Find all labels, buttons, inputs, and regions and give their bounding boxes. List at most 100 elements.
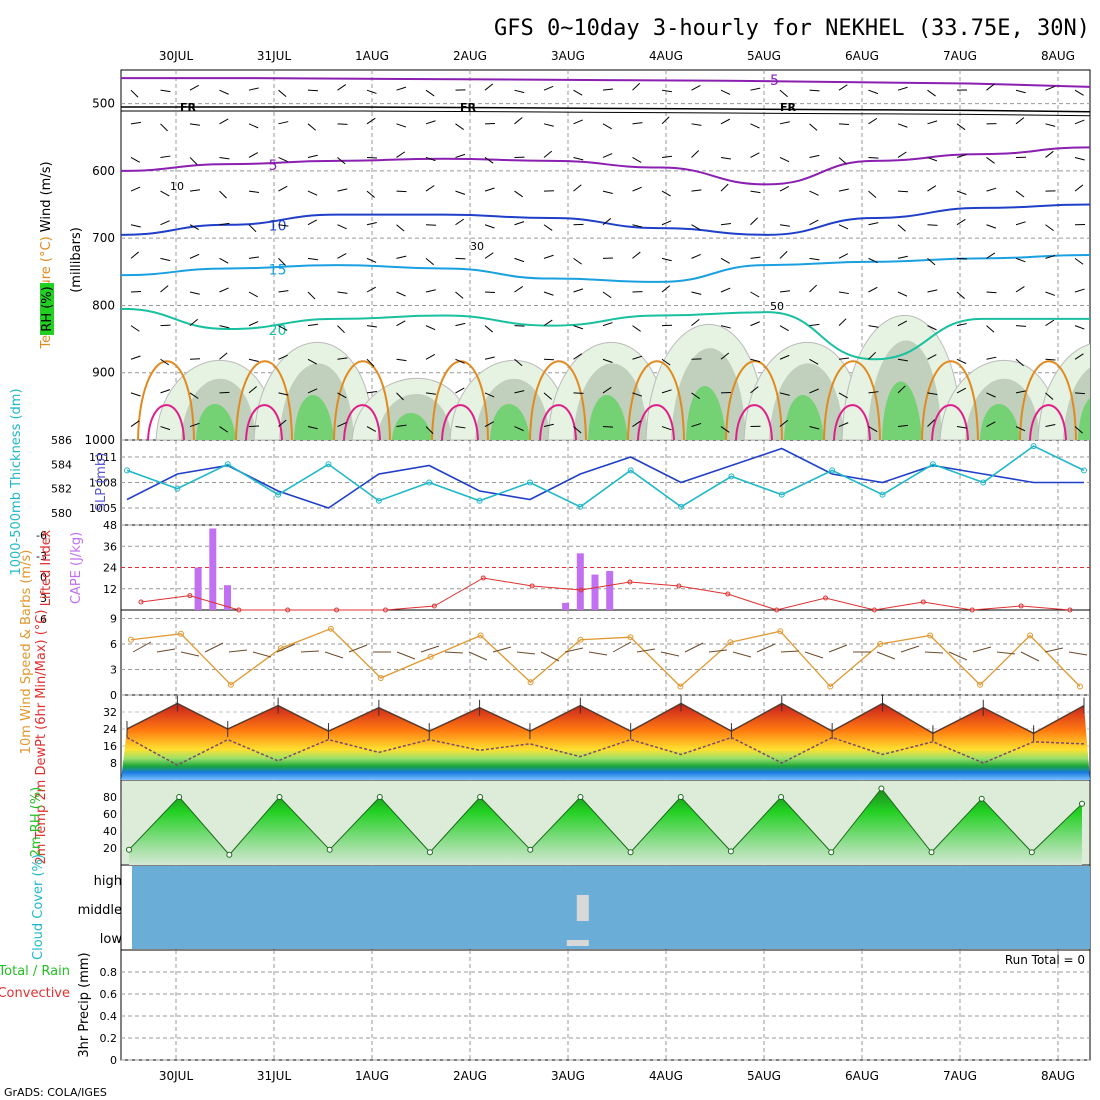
wind-speed-line	[130, 627, 1081, 688]
wind-barb	[661, 358, 671, 366]
ytick-rh: 60	[103, 808, 117, 821]
wind-barb	[219, 118, 229, 125]
wind-barb	[484, 187, 495, 192]
isotherm-25-bump	[1019, 360, 1077, 440]
ytick-lifted: -6	[36, 529, 47, 542]
wind-barb	[661, 389, 672, 394]
wind-barb	[219, 190, 227, 199]
ytick-slp: 1008	[89, 477, 117, 490]
wind-barb	[986, 291, 997, 294]
rh-point	[677, 794, 684, 800]
wind-barb-10m	[420, 645, 440, 653]
wind-barb	[956, 387, 967, 394]
wind-speed-point	[927, 632, 934, 639]
lifted-index-point	[529, 583, 535, 589]
wind-barb-10m	[276, 643, 296, 653]
wind-barb	[160, 285, 169, 293]
isotherm-30-bump	[539, 404, 577, 440]
date-label-top: 2AUG	[453, 49, 487, 63]
wind-speed-point	[128, 636, 134, 643]
thickness-point	[980, 479, 987, 486]
wind-barb	[986, 392, 996, 398]
wind-barb	[927, 289, 938, 293]
wind-barb	[602, 426, 614, 428]
wind-barb	[278, 156, 288, 162]
wind-barb	[130, 186, 141, 192]
lifted-index-point	[480, 575, 486, 581]
wind-barb	[779, 290, 790, 293]
wind-barb	[484, 291, 496, 294]
cloud-gap-middle	[576, 895, 589, 921]
isotherm-30-bump	[147, 404, 185, 440]
isotherm-30-bump	[441, 404, 479, 440]
wind-barb	[219, 391, 230, 394]
wind-barb	[897, 385, 906, 394]
wind-barb	[956, 190, 967, 195]
ytick-temp: 8	[110, 757, 117, 770]
wind-barb	[720, 352, 730, 360]
isotherm-20	[121, 307, 1090, 361]
wind-barb	[661, 285, 671, 293]
wind-barb-10m	[756, 643, 776, 653]
wind-barb	[160, 190, 170, 197]
date-label-bottom: 2AUG	[453, 1069, 487, 1083]
thickness-point	[728, 473, 735, 480]
wind-barb	[248, 358, 259, 363]
wind-barb	[514, 117, 523, 125]
rh-legend-swatch	[40, 283, 54, 335]
wind-barb	[868, 391, 879, 394]
rh-line	[128, 787, 1083, 856]
wind-barb	[838, 422, 849, 428]
rh-point	[527, 846, 534, 853]
wind-barb-10m	[612, 641, 632, 653]
wind-barb	[779, 251, 788, 259]
wind-barb	[514, 285, 524, 293]
rh-contour-label: 30	[470, 240, 484, 253]
wind-speed-point	[477, 632, 484, 639]
wind-barb	[248, 425, 260, 428]
date-label-top: 4AUG	[649, 49, 683, 63]
wind-barb	[956, 218, 966, 226]
wind-barb	[248, 386, 257, 394]
lifted-index-point	[285, 607, 291, 613]
wind-barb-10m	[564, 647, 584, 653]
wind-barb	[337, 392, 347, 399]
wind-barb	[661, 257, 672, 262]
date-label-bottom: 8AUG	[1041, 1069, 1075, 1083]
wind-barb	[868, 286, 878, 293]
wind-barb	[838, 392, 848, 399]
wind-barb	[838, 291, 849, 295]
wind-barb	[1045, 224, 1054, 232]
wind-barb	[632, 420, 642, 427]
wind-barb	[219, 325, 230, 329]
wind-barb-10m	[972, 646, 992, 653]
wind-barb	[1015, 221, 1026, 226]
wind-barb-10m	[132, 641, 152, 653]
wind-barb	[779, 392, 790, 396]
wind-barb	[632, 251, 641, 259]
wind-barb	[956, 257, 968, 260]
wind-barb-10m	[948, 651, 968, 661]
wind-barb	[337, 123, 348, 125]
wind-barb	[720, 223, 731, 226]
wind-barb	[602, 190, 613, 194]
wind-barb	[425, 156, 436, 162]
wind-barb	[543, 224, 553, 231]
wind-barb	[1045, 319, 1055, 327]
wind-barb	[307, 291, 316, 300]
wind-barb	[661, 190, 671, 197]
rh-area-high	[882, 381, 922, 440]
isotherm-25-bump	[725, 360, 783, 440]
wind-barb	[189, 291, 200, 295]
wind-barb	[632, 122, 643, 125]
wind-barb	[809, 388, 819, 394]
lifted-index-point	[187, 593, 193, 599]
wind-barb	[219, 156, 230, 160]
isotherm-30-bump	[1029, 404, 1067, 440]
wind-barb	[868, 351, 877, 360]
date-label-bottom: 7AUG	[943, 1069, 977, 1083]
wind-barb-10m	[180, 651, 200, 657]
date-label-bottom: 31JUL	[257, 1069, 292, 1083]
wind-barb	[897, 320, 908, 327]
axis-labels: 30JUL 30JUL 31JUL 31JUL 1AUG 1AUG 2AUG 2AUG 3AUG…	[0, 49, 1085, 1083]
